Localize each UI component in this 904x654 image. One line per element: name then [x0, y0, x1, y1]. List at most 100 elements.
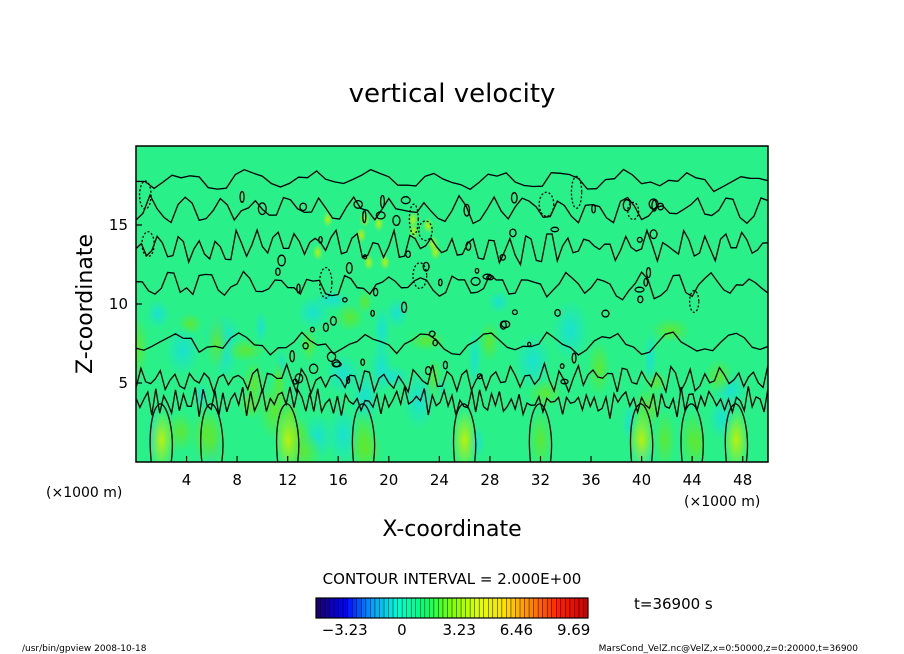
- updraft-column: [528, 410, 553, 462]
- field-blob: [359, 211, 370, 228]
- contour-ring: [509, 228, 517, 238]
- colorbar-segment: [492, 598, 498, 618]
- colorbar-segment: [565, 598, 571, 618]
- colorbar-segment: [569, 598, 575, 618]
- contour-line: [629, 403, 654, 462]
- contour-ring: [649, 229, 658, 240]
- x-tick-label: 44: [683, 471, 702, 489]
- x-tick-label: 12: [278, 471, 297, 489]
- contour-ring: [392, 214, 401, 227]
- contour-ring: [400, 301, 408, 314]
- colorbar-segment: [556, 598, 562, 618]
- contour-ring: [372, 287, 379, 297]
- x-tick-label: 16: [329, 471, 348, 489]
- contour-line: [724, 403, 749, 462]
- contour-line: [136, 270, 768, 301]
- contour-line: [136, 227, 768, 267]
- field-blob: [514, 332, 552, 390]
- footer-left: /usr/bin/gpview 2008-10-18: [22, 644, 147, 654]
- field-blob: [374, 365, 411, 388]
- x-tick-label: 40: [632, 471, 651, 489]
- contour-ring: [400, 196, 411, 205]
- contour-ring: [499, 253, 507, 261]
- colorbar-tick-label: 3.23: [442, 621, 475, 639]
- contour-ring: [463, 203, 471, 217]
- colorbar-segment: [365, 598, 371, 618]
- x-tick-label: 4: [182, 471, 192, 489]
- field-blob: [384, 297, 409, 329]
- colorbar-segment: [456, 598, 462, 618]
- field-blob: [654, 409, 676, 462]
- x-tick-label: 8: [232, 471, 242, 489]
- colorbar-segment: [370, 598, 376, 618]
- contour-line: [680, 403, 704, 462]
- colorbar-segment: [501, 598, 507, 618]
- contour-ring-dashed: [418, 220, 433, 242]
- colorbar-segment: [316, 598, 321, 618]
- colorbar-segment: [574, 598, 580, 618]
- colorbar-segment: [583, 598, 589, 618]
- contour-interval-label: CONTOUR INTERVAL = 2.000E+00: [323, 570, 582, 588]
- contour-line: [351, 403, 376, 462]
- contour-ring: [424, 366, 432, 376]
- contour-ring-dashed: [141, 231, 155, 258]
- updraft-column: [351, 410, 376, 462]
- chart-title: vertical velocity: [349, 79, 556, 109]
- contour-ring: [345, 376, 351, 384]
- colorbar-segment: [433, 598, 439, 618]
- contour-ring: [345, 262, 353, 274]
- field-blob: [487, 290, 510, 314]
- contour-ring: [571, 352, 577, 364]
- contour-ring: [342, 297, 348, 303]
- colorbar-segment: [520, 598, 525, 618]
- updraft-column: [680, 410, 705, 462]
- contour-line: [149, 403, 173, 462]
- contour-ring: [318, 235, 323, 244]
- colorbar-segment: [361, 598, 367, 618]
- colorbar-tick-label: 0: [397, 621, 407, 639]
- contour-ring-dashed: [538, 191, 555, 217]
- contour-line: [136, 386, 768, 419]
- contour-ring: [560, 378, 569, 385]
- colorbar-tick-label: 6.46: [500, 621, 533, 639]
- contour-ring-dashed: [570, 175, 583, 209]
- contour-line: [136, 168, 768, 193]
- colorbar-segment: [420, 598, 426, 618]
- colorbar-segment: [488, 598, 494, 618]
- contour-ring: [294, 373, 304, 384]
- contour-lines: [136, 168, 768, 462]
- colorbar-segment: [483, 598, 489, 618]
- x-tick-label: 20: [379, 471, 398, 489]
- x-tick-label: 36: [581, 471, 600, 489]
- field-blob: [146, 299, 171, 329]
- field-blob: [643, 330, 657, 388]
- colorbar-segment: [497, 598, 503, 618]
- colorbar-segment: [334, 598, 339, 618]
- x-tick-label: 24: [430, 471, 449, 489]
- field-blob: [407, 330, 447, 352]
- contour-line: [528, 403, 553, 462]
- field-blob: [205, 314, 229, 372]
- contour-ring: [275, 267, 281, 277]
- contour-line: [136, 193, 768, 225]
- contour-ring: [510, 192, 518, 204]
- colorbar-segment: [356, 598, 362, 618]
- contour-ring-dashed: [688, 289, 700, 314]
- y-axis-ticks: 5 10 15: [109, 216, 142, 392]
- field-blob: [327, 406, 360, 462]
- field-blob: [408, 223, 419, 240]
- contour-ring-dashed: [627, 201, 640, 221]
- contour-ring: [405, 250, 412, 259]
- contour-ring: [322, 322, 330, 333]
- contour-ring: [353, 199, 364, 209]
- contour-ring: [308, 363, 319, 375]
- field-blob: [136, 316, 149, 378]
- contour-ring: [643, 277, 649, 287]
- contour-ring: [637, 295, 644, 304]
- contour-ring: [289, 350, 296, 363]
- field-blob: [313, 289, 350, 312]
- colorbar-segment: [325, 598, 330, 618]
- updraft-column: [724, 410, 749, 462]
- contour-ring: [277, 254, 286, 267]
- contour-ring: [465, 241, 472, 251]
